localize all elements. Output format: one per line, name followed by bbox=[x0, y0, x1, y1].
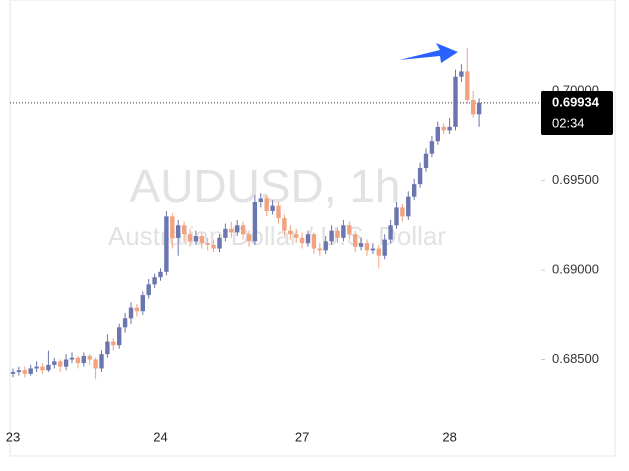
candle-body bbox=[105, 341, 110, 355]
candle-body bbox=[140, 295, 145, 312]
candle-body bbox=[323, 241, 328, 251]
candle-body bbox=[429, 141, 435, 154]
candle-body bbox=[447, 126, 452, 131]
candle-body bbox=[122, 318, 128, 328]
candle-body bbox=[471, 100, 476, 115]
candle-body bbox=[170, 216, 175, 238]
candle-body bbox=[347, 225, 352, 235]
candle-body bbox=[264, 198, 269, 211]
candle-body bbox=[294, 234, 299, 238]
last-price-label: 0.69934 bbox=[552, 94, 600, 109]
candle-body bbox=[441, 126, 446, 131]
candle-body bbox=[412, 184, 417, 197]
candle-body bbox=[246, 234, 252, 242]
candle-body bbox=[358, 243, 364, 247]
candle-body bbox=[311, 234, 317, 249]
candle-body bbox=[329, 230, 334, 242]
price-label-box bbox=[541, 91, 613, 135]
candle-body bbox=[111, 341, 116, 346]
candle-body bbox=[435, 126, 440, 142]
candle-body bbox=[258, 198, 263, 203]
candle-body bbox=[199, 236, 204, 244]
candle-body bbox=[134, 307, 140, 312]
candle-body bbox=[99, 354, 104, 369]
candle-body bbox=[152, 277, 157, 285]
candle-body bbox=[176, 225, 181, 238]
candle-body bbox=[364, 243, 370, 251]
candle-body bbox=[181, 225, 187, 235]
candle-body bbox=[394, 207, 399, 226]
candle-body bbox=[299, 237, 305, 244]
candle-body bbox=[187, 234, 193, 242]
candle-body bbox=[205, 243, 210, 245]
candle-body bbox=[229, 228, 234, 233]
candle-body bbox=[465, 71, 470, 101]
x-tick-label: 27 bbox=[295, 429, 309, 444]
candle-body bbox=[146, 284, 151, 296]
candle-body bbox=[423, 153, 429, 169]
candle-body bbox=[288, 230, 293, 235]
candle-body bbox=[335, 230, 340, 238]
x-tick-label: 28 bbox=[442, 429, 456, 444]
candle-body bbox=[128, 307, 134, 319]
candle-body bbox=[388, 225, 393, 240]
candle-body bbox=[276, 205, 281, 219]
candle-body bbox=[93, 359, 98, 369]
arrow-annotation bbox=[399, 43, 458, 63]
candle-body bbox=[476, 102, 482, 115]
candle-body bbox=[81, 355, 86, 364]
frame bbox=[9, 0, 616, 457]
candle-body bbox=[63, 359, 69, 367]
candle-body bbox=[158, 271, 163, 278]
candle-body bbox=[252, 202, 258, 242]
y-tick-label: 0.69000 bbox=[552, 261, 599, 276]
candle-body bbox=[270, 205, 275, 211]
candle-body bbox=[223, 228, 228, 238]
candle-body bbox=[22, 370, 27, 374]
candle-body bbox=[400, 207, 405, 217]
candle-body bbox=[305, 234, 311, 244]
candle-body bbox=[58, 361, 63, 367]
candle-body bbox=[376, 248, 381, 256]
candle-body bbox=[240, 225, 246, 235]
x-tick-label: 23 bbox=[6, 429, 20, 444]
candle-body bbox=[282, 218, 287, 231]
candle-body bbox=[406, 196, 411, 217]
watermark-subtitle: Australian Dollar / U.S. Dollar bbox=[108, 221, 446, 251]
candle-body bbox=[453, 76, 458, 127]
candle-body bbox=[164, 216, 169, 272]
y-tick-label: 0.69500 bbox=[552, 172, 599, 187]
candle-body bbox=[16, 370, 22, 373]
candle-body bbox=[459, 71, 464, 77]
candle-body bbox=[117, 327, 122, 346]
candle-body bbox=[370, 248, 376, 251]
y-tick-label: 0.68500 bbox=[552, 351, 599, 366]
candle-body bbox=[217, 237, 222, 249]
candle-body bbox=[193, 236, 199, 242]
candle-body bbox=[235, 225, 240, 233]
candle-body bbox=[69, 357, 75, 360]
candle-body bbox=[211, 244, 216, 249]
candle-body bbox=[34, 366, 39, 369]
candle-body bbox=[10, 372, 16, 374]
countdown-label: 02:34 bbox=[552, 115, 585, 130]
candle-body bbox=[46, 364, 51, 371]
candle-body bbox=[75, 357, 81, 364]
candle-body bbox=[341, 225, 346, 238]
candle-body bbox=[52, 361, 57, 365]
candle-body bbox=[382, 239, 387, 256]
candle-body bbox=[28, 368, 33, 374]
candle-body bbox=[417, 168, 423, 185]
candle-body bbox=[40, 366, 45, 371]
candle-body bbox=[353, 234, 358, 247]
candle-body bbox=[317, 248, 322, 251]
x-tick-label: 24 bbox=[153, 429, 167, 444]
candle-body bbox=[87, 355, 92, 360]
